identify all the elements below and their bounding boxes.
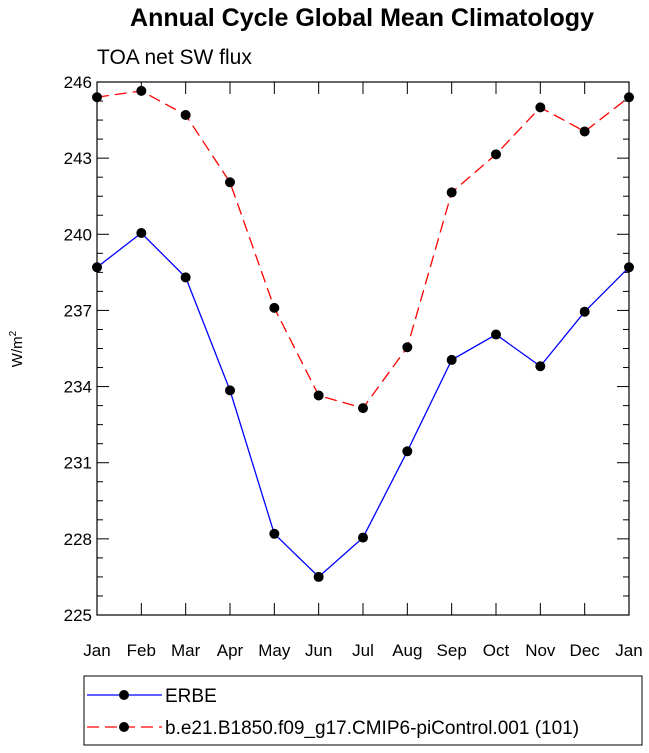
legend-label-model: b.e21.B1850.f09_g17.CMIP6-piControl.001 … bbox=[165, 718, 579, 739]
data-point-series-0 bbox=[491, 329, 501, 340]
y-tick-label: 246 bbox=[64, 73, 92, 92]
x-tick-label: Aug bbox=[392, 641, 422, 660]
x-tick-labels: Jan Feb Mar Apr May Jun Jul Aug Sep Oct Nov Dec Jan bbox=[83, 641, 642, 660]
series-layer bbox=[92, 85, 634, 582]
y-axis-label-unit: W/m bbox=[9, 336, 26, 367]
legend: ERBE b.e21.B1850.f09_g17.CMIP6-piControl… bbox=[83, 675, 643, 746]
legend-marker-model bbox=[119, 722, 129, 732]
data-point-series-0 bbox=[313, 571, 324, 582]
data-point-series-0 bbox=[535, 361, 546, 372]
x-tick-label: Sep bbox=[437, 641, 467, 660]
x-tick-label: Nov bbox=[525, 641, 556, 660]
x-tick-label: Jul bbox=[352, 641, 374, 660]
y-tick-label: 225 bbox=[64, 606, 92, 625]
data-point-series-1 bbox=[225, 177, 235, 188]
data-point-series-1 bbox=[136, 85, 147, 96]
legend-box bbox=[83, 675, 643, 746]
y-tick-label: 243 bbox=[64, 149, 92, 168]
x-tick-label: Apr bbox=[217, 641, 244, 660]
data-point-series-1 bbox=[269, 302, 280, 313]
data-point-series-1 bbox=[446, 187, 457, 198]
data-point-series-0 bbox=[180, 272, 191, 283]
data-point-series-0 bbox=[402, 446, 413, 457]
data-point-series-0 bbox=[358, 532, 368, 543]
legend-label-erbe: ERBE bbox=[165, 686, 217, 707]
x-tick-label: Jan bbox=[83, 641, 110, 660]
data-point-series-1 bbox=[180, 109, 191, 120]
data-point-series-0 bbox=[269, 528, 280, 539]
legend-marker-erbe bbox=[119, 690, 129, 700]
x-tick-label: May bbox=[258, 641, 291, 660]
y-tick-label: 240 bbox=[64, 225, 92, 244]
y-tick-label: 234 bbox=[64, 378, 92, 397]
x-tick-label: Jun bbox=[305, 641, 332, 660]
data-point-series-0 bbox=[225, 385, 235, 396]
x-tick-label: Oct bbox=[483, 641, 510, 660]
y-tick-labels: 225 228 231 234 237 240 243 246 bbox=[64, 73, 92, 625]
x-tick-label: Feb bbox=[127, 641, 156, 660]
plot-frame bbox=[96, 81, 630, 616]
series-line-1 bbox=[96, 90, 630, 409]
x-tick-label: Dec bbox=[570, 641, 601, 660]
data-point-series-0 bbox=[446, 354, 457, 365]
y-axis-label-exponent: 2 bbox=[8, 330, 19, 336]
y-axis-label: W/m2 bbox=[8, 330, 26, 367]
chart-title: Annual Cycle Global Mean Climatology bbox=[130, 4, 594, 32]
data-point-series-1 bbox=[491, 149, 501, 160]
data-point-series-0 bbox=[136, 228, 147, 239]
data-point-series-1 bbox=[535, 102, 546, 113]
x-tick-label: Jan bbox=[615, 641, 642, 660]
data-point-series-1 bbox=[579, 126, 590, 137]
data-point-series-1 bbox=[313, 390, 324, 401]
x-tick-label: Mar bbox=[171, 641, 201, 660]
data-point-series-0 bbox=[579, 306, 590, 317]
y-tick-label: 237 bbox=[64, 301, 92, 320]
y-tick-label: 231 bbox=[64, 454, 92, 473]
data-point-series-1 bbox=[358, 403, 368, 414]
chart-subtitle: TOA net SW flux bbox=[97, 46, 252, 69]
data-point-series-1 bbox=[402, 342, 413, 353]
y-tick-label: 228 bbox=[64, 530, 92, 549]
